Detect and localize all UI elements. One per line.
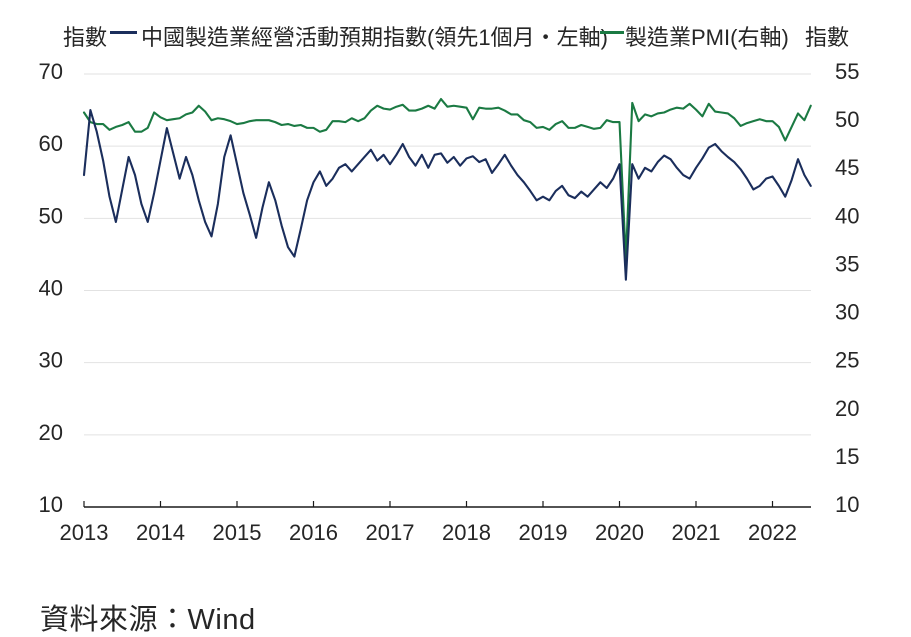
- svg-text:30: 30: [835, 300, 859, 325]
- svg-text:2018: 2018: [442, 520, 491, 545]
- svg-text:2020: 2020: [595, 520, 644, 545]
- svg-text:10: 10: [835, 492, 859, 517]
- svg-text:2016: 2016: [289, 520, 338, 545]
- svg-text:2019: 2019: [519, 520, 568, 545]
- svg-text:2022: 2022: [748, 520, 797, 545]
- svg-text:20: 20: [39, 420, 63, 445]
- svg-text:20: 20: [835, 396, 859, 421]
- svg-text:10: 10: [39, 492, 63, 517]
- svg-text:55: 55: [835, 59, 859, 84]
- svg-text:40: 40: [835, 203, 859, 228]
- svg-text:50: 50: [39, 203, 63, 228]
- svg-text:40: 40: [39, 276, 63, 301]
- svg-text:50: 50: [835, 107, 859, 132]
- svg-text:2017: 2017: [366, 520, 415, 545]
- svg-text:15: 15: [835, 444, 859, 469]
- svg-text:30: 30: [39, 348, 63, 373]
- svg-text:2013: 2013: [60, 520, 109, 545]
- svg-text:60: 60: [39, 131, 63, 156]
- svg-text:35: 35: [835, 251, 859, 276]
- svg-text:2015: 2015: [213, 520, 262, 545]
- svg-text:45: 45: [835, 155, 859, 180]
- svg-text:2021: 2021: [672, 520, 721, 545]
- svg-text:25: 25: [835, 348, 859, 373]
- svg-text:2014: 2014: [136, 520, 185, 545]
- svg-text:70: 70: [39, 59, 63, 84]
